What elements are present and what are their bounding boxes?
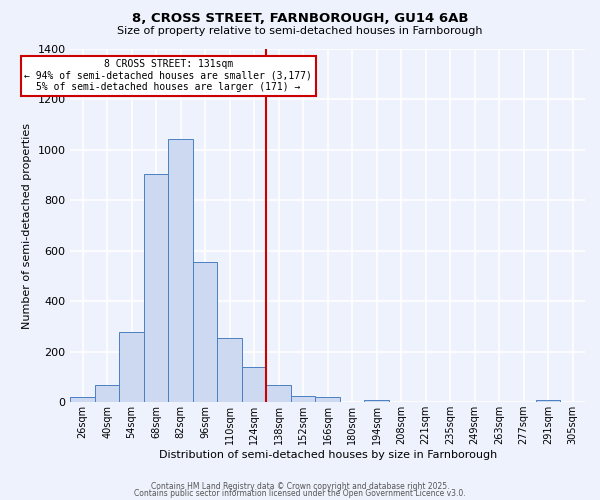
Bar xyxy=(316,397,340,402)
Bar xyxy=(536,400,560,402)
Bar xyxy=(193,262,217,402)
Bar xyxy=(95,384,119,402)
Y-axis label: Number of semi-detached properties: Number of semi-detached properties xyxy=(22,122,32,328)
Bar xyxy=(70,397,95,402)
Bar xyxy=(169,138,193,402)
Text: Contains public sector information licensed under the Open Government Licence v3: Contains public sector information licen… xyxy=(134,489,466,498)
Bar xyxy=(144,174,169,402)
Bar xyxy=(119,332,144,402)
Bar xyxy=(266,385,291,402)
Text: 8 CROSS STREET: 131sqm
← 94% of semi-detached houses are smaller (3,177)
5% of s: 8 CROSS STREET: 131sqm ← 94% of semi-det… xyxy=(25,59,313,92)
Bar xyxy=(242,368,266,402)
X-axis label: Distribution of semi-detached houses by size in Farnborough: Distribution of semi-detached houses by … xyxy=(158,450,497,460)
Bar xyxy=(364,400,389,402)
Text: 8, CROSS STREET, FARNBOROUGH, GU14 6AB: 8, CROSS STREET, FARNBOROUGH, GU14 6AB xyxy=(132,12,468,26)
Text: Contains HM Land Registry data © Crown copyright and database right 2025.: Contains HM Land Registry data © Crown c… xyxy=(151,482,449,491)
Bar xyxy=(291,396,316,402)
Bar xyxy=(217,338,242,402)
Text: Size of property relative to semi-detached houses in Farnborough: Size of property relative to semi-detach… xyxy=(117,26,483,36)
